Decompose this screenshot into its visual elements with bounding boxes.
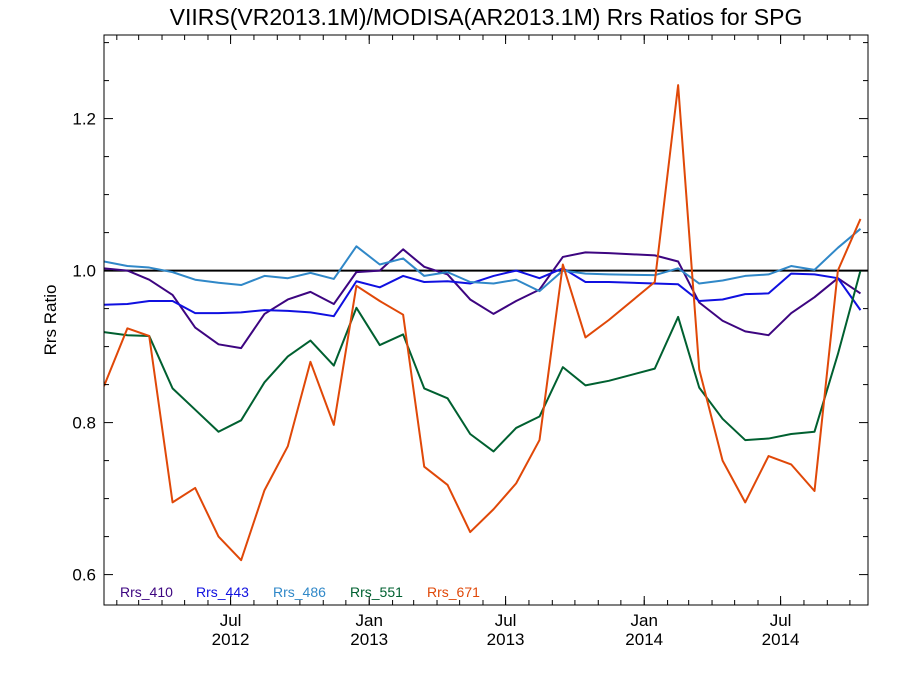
legend-entry-rrs-671: Rrs_671 [427, 584, 480, 600]
x-tick-label-year: 2014 [625, 630, 663, 649]
chart-title: VIIRS(VR2013.1M)/MODISA(AR2013.1M) Rrs R… [170, 4, 803, 30]
axes: 0.60.81.01.2Jul2012Jan2013Jul2013Jan2014… [72, 34, 869, 649]
y-axis-label: Rrs Ratio [41, 285, 60, 356]
legend-entry-rrs-486: Rrs_486 [273, 584, 326, 600]
series-line-rrs-671 [104, 84, 862, 562]
x-tick-label-year: 2012 [212, 630, 250, 649]
y-tick-label: 1.0 [72, 262, 96, 281]
x-tick-label-year: 2014 [762, 630, 800, 649]
series-line-rrs-410 [104, 248, 862, 350]
legend-entry-rrs-551: Rrs_551 [350, 584, 403, 600]
y-tick-label: 1.2 [72, 110, 96, 129]
y-tick-label: 0.8 [72, 414, 96, 433]
x-tick-label-month: Jan [631, 611, 658, 630]
series-group [104, 84, 868, 562]
x-tick-label-year: 2013 [350, 630, 388, 649]
x-tick-label-year: 2013 [487, 630, 525, 649]
x-tick-label-month: Jan [356, 611, 383, 630]
legend-entry-rrs-443: Rrs_443 [196, 584, 249, 600]
x-tick-label-month: Jul [495, 611, 517, 630]
legend: Rrs_410 Rrs_443 Rrs_486 Rrs_551 Rrs_671 [120, 584, 480, 600]
plot-frame [103, 34, 869, 606]
series-line-rrs-551 [104, 270, 862, 453]
x-tick-label-month: Jul [220, 611, 242, 630]
legend-entry-rrs-410: Rrs_410 [120, 584, 173, 600]
series-line-rrs-486 [104, 228, 862, 293]
x-tick-label-month: Jul [770, 611, 792, 630]
series-line-rrs-443 [104, 267, 862, 318]
y-tick-label: 0.6 [72, 566, 96, 585]
plot-area [104, 84, 868, 562]
